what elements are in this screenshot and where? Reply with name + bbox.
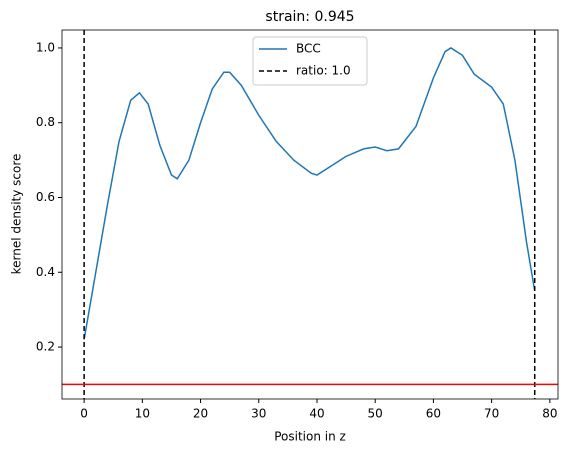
legend-label: ratio: 1.0 [296, 64, 351, 78]
legend-label: BCC [296, 42, 321, 56]
x-tick-label: 10 [135, 407, 150, 421]
x-tick-label: 40 [309, 407, 324, 421]
axes-frame [61, 29, 559, 400]
y-axis-label: kernel density score [10, 154, 24, 275]
y-tick-label: 0.6 [36, 190, 55, 204]
x-tick-label: 30 [251, 407, 266, 421]
y-tick-label: 0.8 [36, 115, 55, 129]
x-tick-label: 20 [193, 407, 208, 421]
x-tick-label: 0 [80, 407, 88, 421]
x-tick-label: 70 [484, 407, 499, 421]
chart-title: strain: 0.945 [265, 9, 354, 25]
y-tick-label: 0.2 [36, 340, 55, 354]
y-tick-label: 0.4 [36, 265, 55, 279]
x-tick-label: 50 [368, 407, 383, 421]
y-tick-label: 1.0 [36, 40, 55, 54]
x-tick-label: 60 [426, 407, 441, 421]
data-line [83, 47, 536, 340]
x-tick-label: 80 [542, 407, 557, 421]
x-axis-label: Position in z [274, 430, 346, 444]
